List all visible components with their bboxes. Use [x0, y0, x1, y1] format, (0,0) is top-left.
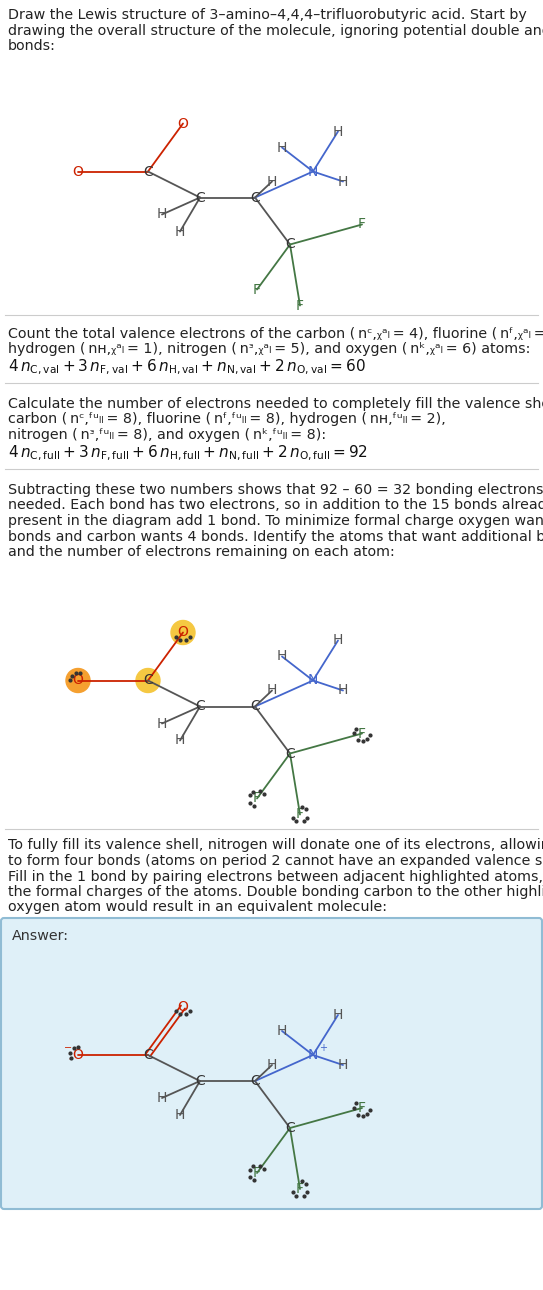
Text: H: H	[338, 174, 348, 188]
Text: hydrogen ( nʜ,ᵪᵃₗ = 1), nitrogen ( nᵌ,ᵪᵃₗ = 5), and oxygen ( nᵏ,ᵪᵃₗ = 6) atoms:: hydrogen ( nʜ,ᵪᵃₗ = 1), nitrogen ( nᵌ,ᵪᵃ…	[8, 342, 531, 356]
Text: F: F	[253, 1166, 261, 1180]
Circle shape	[171, 620, 195, 645]
Text: nitrogen ( nᵌ,ᶠᵘₗₗ = 8), and oxygen ( nᵏ,ᶠᵘₗₗ = 8):: nitrogen ( nᵌ,ᶠᵘₗₗ = 8), and oxygen ( nᵏ…	[8, 428, 326, 442]
Text: the formal charges of the atoms. Double bonding carbon to the other highlighted: the formal charges of the atoms. Double …	[8, 885, 543, 899]
Text: H: H	[157, 1091, 167, 1106]
Text: H: H	[277, 141, 287, 155]
Text: O: O	[178, 1000, 188, 1014]
Text: C: C	[285, 747, 295, 761]
Text: H: H	[333, 633, 343, 648]
Text: O: O	[178, 116, 188, 130]
Text: C: C	[143, 673, 153, 688]
Text: present in the diagram add 1 bond. To minimize formal charge oxygen wants 2: present in the diagram add 1 bond. To mi…	[8, 513, 543, 528]
FancyBboxPatch shape	[1, 918, 542, 1209]
Text: Fill in the 1 bond by pairing electrons between adjacent highlighted atoms, noti: Fill in the 1 bond by pairing electrons …	[8, 869, 543, 884]
Text: O: O	[73, 673, 84, 688]
Text: H: H	[338, 684, 348, 698]
Text: H: H	[267, 684, 277, 698]
Text: H: H	[267, 1058, 277, 1072]
Text: H: H	[157, 208, 167, 222]
Text: C: C	[195, 1075, 205, 1087]
Text: drawing the overall structure of the molecule, ignoring potential double and tri: drawing the overall structure of the mol…	[8, 23, 543, 37]
Text: O: O	[73, 165, 84, 178]
Text: H: H	[157, 716, 167, 730]
Text: Answer:: Answer:	[12, 929, 69, 943]
Text: H: H	[333, 1007, 343, 1022]
Text: $4\,n_\mathrm{C,val} + 3\,n_\mathrm{F,val} + 6\,n_\mathrm{H,val} + n_\mathrm{N,v: $4\,n_\mathrm{C,val} + 3\,n_\mathrm{F,va…	[8, 357, 366, 377]
Text: C: C	[143, 1047, 153, 1062]
Text: N: N	[308, 1047, 318, 1062]
Text: needed. Each bond has two electrons, so in addition to the 15 bonds already: needed. Each bond has two electrons, so …	[8, 498, 543, 512]
Text: F: F	[296, 298, 304, 312]
Text: Count the total valence electrons of the carbon ( nᶜ,ᵪᵃₗ = 4), fluorine ( nᶠ,ᵪᵃₗ: Count the total valence electrons of the…	[8, 326, 543, 341]
Text: Subtracting these two numbers shows that 92 – 60 = 32 bonding electrons are: Subtracting these two numbers shows that…	[8, 482, 543, 497]
Text: C: C	[285, 1121, 295, 1135]
Text: oxygen atom would result in an equivalent molecule:: oxygen atom would result in an equivalen…	[8, 900, 387, 915]
Text: H: H	[338, 1058, 348, 1072]
Text: C: C	[285, 237, 295, 252]
Text: H: H	[333, 125, 343, 138]
Text: Calculate the number of electrons needed to completely fill the valence shells f: Calculate the number of electrons needed…	[8, 397, 543, 412]
Text: C: C	[195, 191, 205, 205]
Text: F: F	[358, 218, 366, 231]
Text: :: :	[67, 1047, 72, 1063]
Text: H: H	[175, 734, 185, 747]
Text: Draw the Lewis structure of 3–amino–4,4,4–trifluorobutyric acid. Start by: Draw the Lewis structure of 3–amino–4,4,…	[8, 8, 527, 22]
Circle shape	[136, 668, 160, 693]
Text: −: −	[64, 1044, 72, 1053]
Text: H: H	[277, 649, 287, 663]
Text: F: F	[296, 808, 304, 822]
Text: F: F	[253, 283, 261, 297]
Text: C: C	[195, 699, 205, 713]
Text: O: O	[73, 1047, 84, 1062]
Text: F: F	[253, 792, 261, 805]
Text: C: C	[250, 191, 260, 205]
Text: carbon ( nᶜ,ᶠᵘₗₗ = 8), fluorine ( nᶠ,ᶠᵘₗₗ = 8), hydrogen ( nʜ,ᶠᵘₗₗ = 2),: carbon ( nᶜ,ᶠᵘₗₗ = 8), fluorine ( nᶠ,ᶠᵘₗ…	[8, 413, 446, 427]
Text: bonds:: bonds:	[8, 39, 56, 53]
Text: H: H	[175, 1108, 185, 1122]
Text: C: C	[143, 165, 153, 178]
Text: F: F	[358, 1100, 366, 1115]
Text: H: H	[277, 1024, 287, 1038]
Text: H: H	[267, 174, 277, 188]
Text: and the number of electrons remaining on each atom:: and the number of electrons remaining on…	[8, 544, 395, 559]
Text: to form four bonds (atoms on period 2 cannot have an expanded valence shell).: to form four bonds (atoms on period 2 ca…	[8, 854, 543, 868]
Circle shape	[66, 668, 90, 693]
Text: N: N	[308, 673, 318, 688]
Text: H: H	[175, 224, 185, 239]
Text: To fully fill its valence shell, nitrogen will donate one of its electrons, allo: To fully fill its valence shell, nitroge…	[8, 838, 543, 853]
Text: F: F	[296, 1182, 304, 1196]
Text: C: C	[250, 1075, 260, 1087]
Text: bonds and carbon wants 4 bonds. Identify the atoms that want additional bonds: bonds and carbon wants 4 bonds. Identify…	[8, 529, 543, 543]
Text: O: O	[178, 626, 188, 640]
Text: F: F	[358, 726, 366, 740]
Text: N: N	[308, 165, 318, 178]
Text: $4\,n_\mathrm{C,full} + 3\,n_\mathrm{F,full} + 6\,n_\mathrm{H,full} + n_\mathrm{: $4\,n_\mathrm{C,full} + 3\,n_\mathrm{F,f…	[8, 444, 368, 463]
Text: +: +	[319, 1044, 327, 1053]
Text: C: C	[250, 699, 260, 713]
